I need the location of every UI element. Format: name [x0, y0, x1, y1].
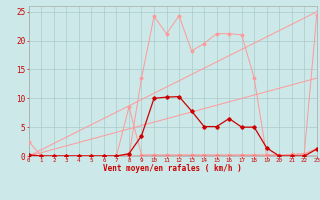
X-axis label: Vent moyen/en rafales ( km/h ): Vent moyen/en rafales ( km/h ) [103, 164, 242, 173]
